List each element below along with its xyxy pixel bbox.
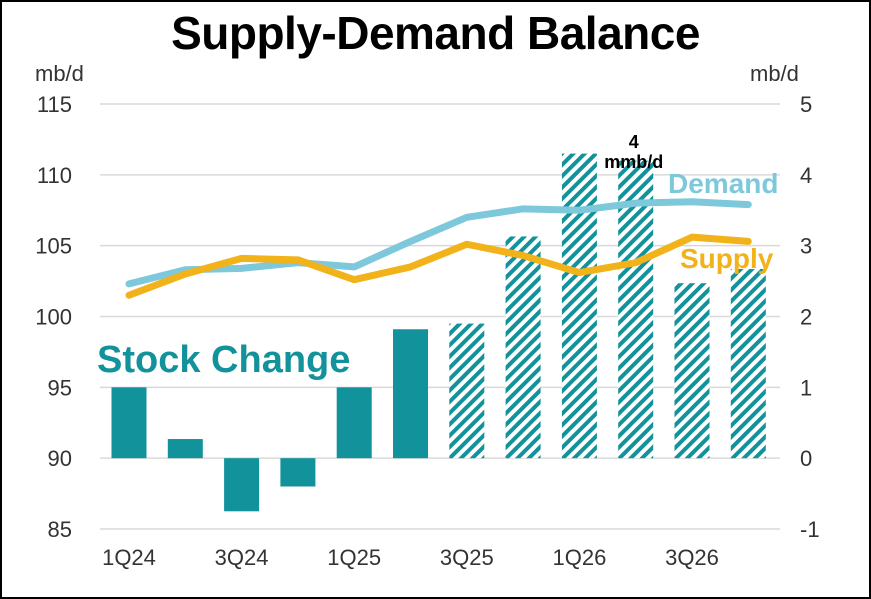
left-tick-label: 115 (37, 92, 72, 117)
annotation-value: 4 (629, 132, 639, 152)
x-tick-label: 3Q26 (665, 545, 719, 570)
left-tick-label: 90 (48, 446, 72, 471)
stock-change-bar (336, 387, 372, 459)
right-tick-label: 0 (800, 446, 812, 471)
x-tick-label: 1Q25 (327, 545, 381, 570)
left-tick-label: 100 (35, 305, 72, 330)
right-tick-label: -1 (800, 517, 820, 542)
left-tick-label: 110 (37, 163, 72, 188)
supply-label: Supply (680, 243, 774, 274)
x-tick-label: 3Q25 (440, 545, 494, 570)
stock-change-bar (224, 458, 260, 512)
left-tick-label: 105 (35, 234, 72, 259)
demand-line (125, 198, 752, 288)
stock-change-bar (730, 269, 766, 459)
left-unit-label: mb/d (35, 61, 84, 86)
right-tick-label: 5 (800, 92, 812, 117)
x-tick-label: 1Q26 (552, 545, 606, 570)
right-tick-label: 1 (800, 375, 812, 400)
right-tick-label: 3 (800, 234, 812, 259)
stock-change-bar (674, 283, 710, 459)
right-tick-label: 4 (800, 163, 812, 188)
right-tick-label: 2 (800, 305, 812, 330)
stock-change-bars (111, 153, 766, 512)
stock-change-bar (280, 458, 316, 487)
demand-label: Demand (668, 168, 778, 199)
stock-change-bar (449, 323, 485, 459)
right-unit-label: mb/d (750, 61, 799, 86)
chart-title: Supply-Demand Balance (171, 7, 700, 59)
x-tick-label: 1Q24 (102, 545, 156, 570)
line-series (125, 198, 752, 299)
stock-change-bar (393, 329, 428, 459)
annotation-unit: mmb/d (604, 152, 663, 172)
stock-change-bar (505, 236, 541, 459)
supply-line (125, 233, 752, 299)
left-tick-label: 85 (48, 517, 72, 542)
stock-change-label: Stock Change (97, 339, 350, 381)
stock-change-bar (618, 160, 654, 459)
stock-change-bar (111, 387, 147, 459)
stock-change-bar (167, 439, 203, 459)
x-tick-label: 3Q24 (215, 545, 269, 570)
left-tick-label: 95 (48, 375, 72, 400)
gridlines (100, 103, 780, 530)
stock-change-bar (561, 153, 597, 459)
